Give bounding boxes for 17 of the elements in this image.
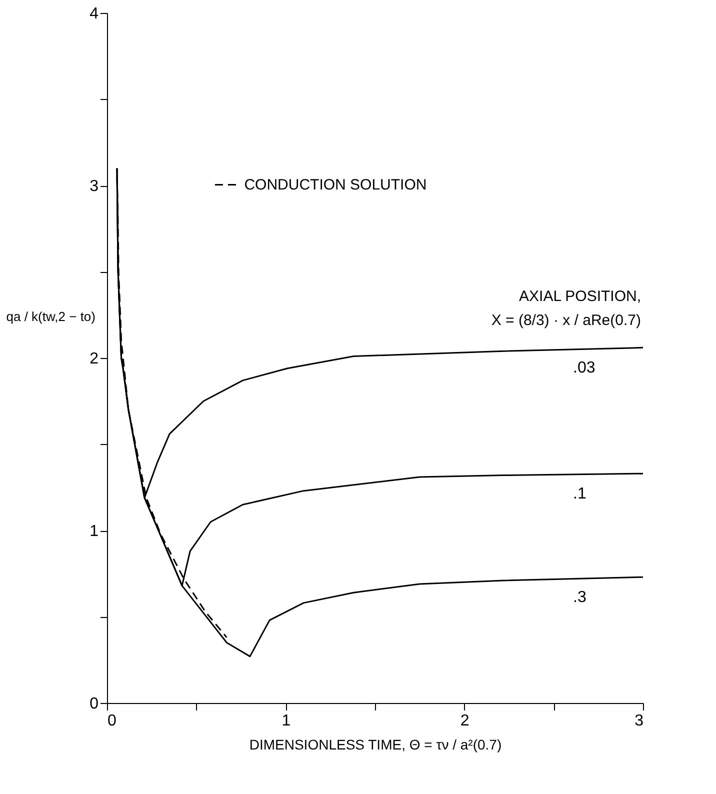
y-tick-label: 3 bbox=[90, 178, 99, 195]
x-axis-title: DIMENSIONLESS TIME, Θ = τν / a²(0.7) bbox=[249, 736, 502, 752]
series-label: .1 bbox=[573, 486, 586, 503]
x-tick-label: 2 bbox=[460, 712, 470, 730]
y-tick-label: 4 bbox=[90, 6, 99, 22]
series-label: .03 bbox=[573, 360, 596, 377]
y-tick-label: 2 bbox=[90, 350, 99, 368]
annotation: X = (8/3) · x / aRe(0.7) bbox=[491, 312, 641, 329]
x-tick-label: 1 bbox=[282, 712, 291, 730]
y-tick-label: 0 bbox=[90, 696, 99, 712]
series-label: .3 bbox=[573, 589, 586, 606]
legend-label: CONDUCTION SOLUTION bbox=[244, 176, 427, 194]
annotation: AXIAL POSITION, bbox=[519, 288, 641, 305]
x-tick-label: 0 bbox=[108, 712, 116, 730]
x-tick-label: 3 bbox=[634, 712, 644, 730]
y-axis-title: qa / k(tw,2 − to) bbox=[6, 309, 96, 324]
y-tick-label: 1 bbox=[90, 523, 99, 540]
